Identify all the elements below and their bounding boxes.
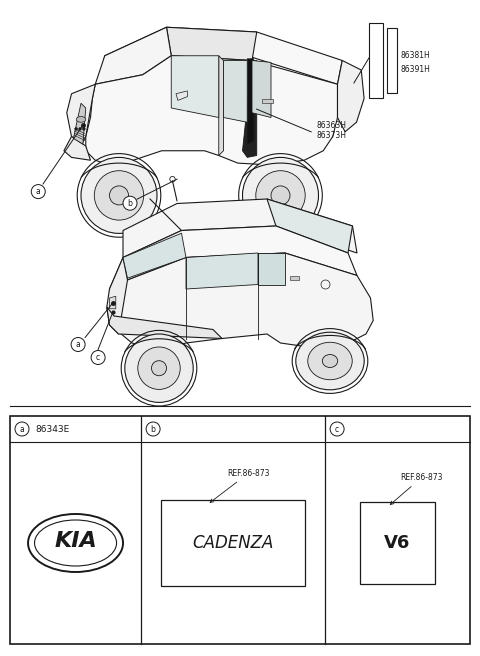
Text: 86391H: 86391H xyxy=(401,64,431,73)
Ellipse shape xyxy=(76,117,86,122)
Polygon shape xyxy=(258,253,285,285)
Polygon shape xyxy=(95,28,171,84)
Polygon shape xyxy=(247,58,254,144)
Circle shape xyxy=(152,361,167,376)
Text: c: c xyxy=(335,424,339,434)
Polygon shape xyxy=(167,28,257,60)
Polygon shape xyxy=(123,233,186,278)
Text: a: a xyxy=(76,340,81,349)
Ellipse shape xyxy=(28,514,123,572)
Polygon shape xyxy=(109,297,116,309)
Text: 86363H: 86363H xyxy=(317,121,347,130)
Polygon shape xyxy=(73,103,86,144)
Polygon shape xyxy=(100,28,342,84)
Ellipse shape xyxy=(296,332,364,390)
Bar xyxy=(369,23,383,98)
Polygon shape xyxy=(267,199,352,253)
Text: REF.86-873: REF.86-873 xyxy=(390,473,443,504)
Circle shape xyxy=(94,171,144,220)
Circle shape xyxy=(15,422,29,436)
Polygon shape xyxy=(224,60,247,122)
Bar xyxy=(161,500,305,586)
Polygon shape xyxy=(67,84,95,146)
Circle shape xyxy=(271,186,290,205)
Bar xyxy=(289,276,299,280)
Polygon shape xyxy=(107,307,222,338)
Text: KIA: KIA xyxy=(54,531,97,551)
Bar xyxy=(10,416,470,644)
Text: b: b xyxy=(128,199,132,208)
Text: b: b xyxy=(151,424,156,434)
Polygon shape xyxy=(123,199,357,258)
Circle shape xyxy=(75,127,78,131)
Text: c: c xyxy=(96,353,100,362)
Text: a: a xyxy=(20,424,24,434)
Circle shape xyxy=(81,157,157,234)
Polygon shape xyxy=(86,56,337,165)
Polygon shape xyxy=(176,91,187,100)
Circle shape xyxy=(170,176,175,182)
Polygon shape xyxy=(64,136,91,160)
Circle shape xyxy=(109,186,129,205)
Circle shape xyxy=(242,157,319,234)
Circle shape xyxy=(146,422,160,436)
Circle shape xyxy=(71,337,85,352)
Circle shape xyxy=(83,127,85,131)
Bar xyxy=(262,100,273,103)
Circle shape xyxy=(123,196,137,210)
Text: 86373H: 86373H xyxy=(317,131,347,140)
Ellipse shape xyxy=(308,342,352,380)
Polygon shape xyxy=(123,226,357,280)
Polygon shape xyxy=(242,60,257,157)
Polygon shape xyxy=(171,56,219,117)
Text: 86381H: 86381H xyxy=(401,52,431,60)
Text: REF.86-873: REF.86-873 xyxy=(210,468,270,502)
Ellipse shape xyxy=(322,354,338,367)
Text: 86343E: 86343E xyxy=(35,424,69,434)
Circle shape xyxy=(79,127,82,131)
Circle shape xyxy=(91,350,105,365)
Bar xyxy=(360,502,435,584)
Polygon shape xyxy=(186,253,258,289)
Circle shape xyxy=(256,171,305,220)
Circle shape xyxy=(138,347,180,390)
Polygon shape xyxy=(109,253,373,350)
Bar xyxy=(387,28,397,93)
Text: CADENZA: CADENZA xyxy=(192,534,274,552)
Circle shape xyxy=(31,184,45,199)
Text: a: a xyxy=(36,187,41,196)
Polygon shape xyxy=(219,56,224,155)
Polygon shape xyxy=(337,60,364,132)
Polygon shape xyxy=(252,60,271,117)
Text: V6: V6 xyxy=(384,534,411,552)
Circle shape xyxy=(330,422,344,436)
Circle shape xyxy=(125,334,193,402)
Polygon shape xyxy=(107,258,128,334)
